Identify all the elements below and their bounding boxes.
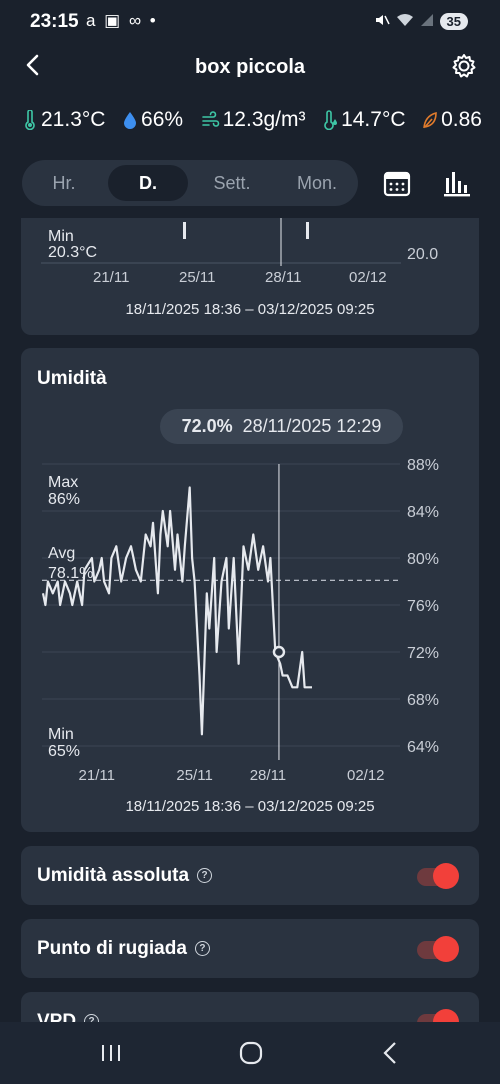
help-icon[interactable]: ? bbox=[197, 868, 213, 884]
wind-icon bbox=[201, 111, 219, 127]
period-tabs: Hr. D. Sett. Mon. bbox=[22, 160, 358, 206]
toggle-switch[interactable] bbox=[417, 863, 459, 889]
temperature-min-value: 20.3°C bbox=[48, 244, 98, 261]
settings-gear-icon[interactable] bbox=[450, 52, 478, 80]
tooltip-value: 72.0% bbox=[181, 416, 233, 436]
bar-chart-icon[interactable] bbox=[442, 168, 472, 198]
temperature-x-tick: 28/11 bbox=[265, 269, 302, 286]
humidity-max-value: 86% bbox=[48, 491, 81, 508]
temperature-x-tick: 25/11 bbox=[179, 269, 216, 286]
humidity-min-label: Min bbox=[48, 726, 74, 743]
status-bar: 23:15 a ▣ ∞ • 35 bbox=[0, 0, 500, 44]
reading-temperature: 21.3°C bbox=[22, 108, 105, 132]
mute-icon bbox=[374, 12, 390, 31]
temperature-date-range: 18/11/2025 18:36 – 03/12/2025 09:25 bbox=[125, 301, 375, 318]
reading-value: 0.86 bbox=[441, 108, 482, 131]
battery-icon: 35 bbox=[439, 13, 468, 30]
tab-hours[interactable]: Hr. bbox=[52, 173, 76, 193]
page-title: box piccola bbox=[194, 56, 306, 78]
thermometer-icon bbox=[25, 110, 35, 130]
readings-row: 21.3°C 66% 12.3g/m³ 14.7°C 0.86 bbox=[22, 108, 482, 132]
tab-weeks[interactable]: Sett. bbox=[213, 173, 251, 193]
temperature-mark bbox=[183, 222, 186, 239]
reading-value: 21.3°C bbox=[41, 108, 106, 131]
signal-icon bbox=[420, 13, 434, 30]
leaf-icon bbox=[423, 111, 437, 129]
toggle-row-absolute-humidity[interactable]: Umidità assoluta? bbox=[21, 846, 479, 905]
temperature-min-label: Min bbox=[48, 228, 74, 245]
humidity-min-value: 65% bbox=[48, 743, 81, 760]
tooltip-time: 28/11/2025 12:29 bbox=[242, 416, 382, 436]
reading-value: 12.3g/m³ bbox=[222, 108, 306, 131]
status-right: 35 bbox=[374, 12, 468, 31]
humidity-avg-value: 78.1% bbox=[48, 565, 94, 582]
reading-value: 14.7°C bbox=[341, 108, 406, 131]
system-nav-bar bbox=[0, 1022, 500, 1084]
reading-absolute-humidity: 12.3g/m³ bbox=[200, 108, 306, 132]
reading-value: 66% bbox=[141, 108, 184, 131]
chart-tooltip: 72.0% 28/11/2025 12:29 bbox=[160, 409, 403, 444]
temperature-card: Min 20.3°C 20.0 21/11 25/11 28/11 02/12 … bbox=[21, 218, 479, 335]
temperature-chart bbox=[41, 218, 401, 266]
toggle-row-label: Umidità assoluta? bbox=[37, 865, 213, 887]
temperature-x-tick: 02/12 bbox=[349, 269, 387, 286]
dewpoint-icon bbox=[324, 110, 338, 130]
humidity-avg-label: Avg bbox=[48, 545, 76, 562]
humidity-date-range: 18/11/2025 18:36 – 03/12/2025 09:25 bbox=[125, 798, 375, 815]
toggle-row-label: Punto di rugiada? bbox=[37, 938, 210, 960]
reading-humidity: 66% bbox=[122, 108, 183, 132]
app-bar: box piccola bbox=[0, 44, 500, 92]
back-nav-icon[interactable] bbox=[376, 1038, 406, 1068]
notification-icons: a ▣ ∞ • bbox=[86, 11, 158, 30]
toggle-switch[interactable] bbox=[417, 936, 459, 962]
wifi-icon bbox=[396, 13, 414, 30]
temperature-y-tick: 20.0 bbox=[407, 246, 439, 263]
drop-icon bbox=[124, 112, 137, 129]
recent-apps-icon[interactable] bbox=[96, 1038, 126, 1068]
status-time: 23:15 bbox=[30, 11, 79, 32]
toggle-label-text: Punto di rugiada bbox=[37, 938, 187, 959]
tab-months[interactable]: Mon. bbox=[296, 173, 338, 193]
calendar-icon[interactable] bbox=[382, 168, 412, 198]
help-icon[interactable]: ? bbox=[194, 941, 210, 957]
reading-vpd: 0.86 bbox=[422, 108, 482, 132]
reading-dewpoint: 14.7°C bbox=[322, 108, 406, 132]
temperature-mark bbox=[306, 222, 309, 239]
tab-days[interactable]: D. bbox=[108, 165, 188, 201]
humidity-card-title: Umidità bbox=[37, 368, 107, 389]
humidity-max-label: Max bbox=[48, 474, 79, 491]
toggle-row-dew-point[interactable]: Punto di rugiada? bbox=[21, 919, 479, 978]
home-icon[interactable] bbox=[236, 1038, 266, 1068]
toggle-label-text: Umidità assoluta bbox=[37, 865, 190, 886]
back-arrow-icon[interactable] bbox=[18, 50, 48, 80]
temperature-x-tick: 21/11 bbox=[93, 269, 130, 286]
